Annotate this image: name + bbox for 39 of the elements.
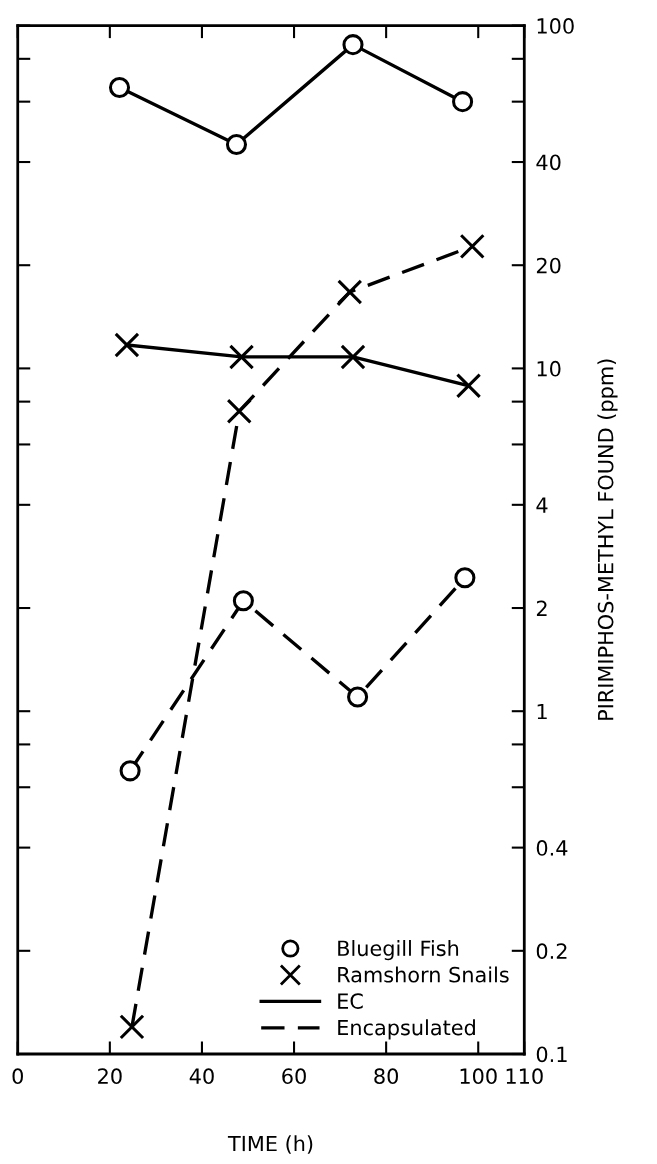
legend-label: Bluegill Fish <box>338 940 459 961</box>
point <box>225 133 248 156</box>
y-tick-label: 0.2 <box>536 943 567 960</box>
y-tick-label: 0.4 <box>536 840 568 856</box>
point <box>114 332 140 358</box>
point <box>347 686 369 708</box>
point <box>228 344 255 370</box>
annotation: Encapsulated <box>338 1019 475 1040</box>
x-tick-label: 20 <box>98 1068 122 1085</box>
point <box>455 373 482 399</box>
x-tick-label: 60 <box>282 1068 306 1085</box>
point <box>119 1014 145 1040</box>
y-axis-title: PIRIMIPHOS-METHYL FOUND (ppm) <box>597 359 618 720</box>
y-tick-label: 1 <box>537 703 547 720</box>
x-tick-label: 80 <box>374 1068 399 1085</box>
point <box>454 567 476 589</box>
x-tick-label: 100 <box>460 1068 497 1085</box>
point <box>108 76 131 99</box>
x-tick-label: 110 <box>506 1068 543 1085</box>
x-tick-label: 40 <box>189 1068 214 1085</box>
point <box>337 279 363 305</box>
y-tick-label: 100 <box>537 18 574 34</box>
y-tick-label: 40 <box>536 154 561 171</box>
x-tick-label: 0 <box>12 1068 23 1085</box>
annotation: EC <box>338 993 363 1009</box>
point <box>340 344 366 370</box>
y-tick-label: 0.1 <box>536 1046 567 1063</box>
point <box>226 398 252 424</box>
y-tick-label: 4 <box>536 497 548 513</box>
legend-label: Ramshorn Snails <box>338 966 509 983</box>
point <box>232 590 254 612</box>
point <box>459 233 485 259</box>
y-tick-label: 10 <box>537 360 561 377</box>
y-tick-label: 2 <box>536 600 547 616</box>
point <box>119 760 141 782</box>
point <box>452 91 474 113</box>
x-axis-title: TIME (h) <box>227 1135 313 1154</box>
y-tick-label: 20 <box>536 257 561 274</box>
point <box>342 34 364 56</box>
